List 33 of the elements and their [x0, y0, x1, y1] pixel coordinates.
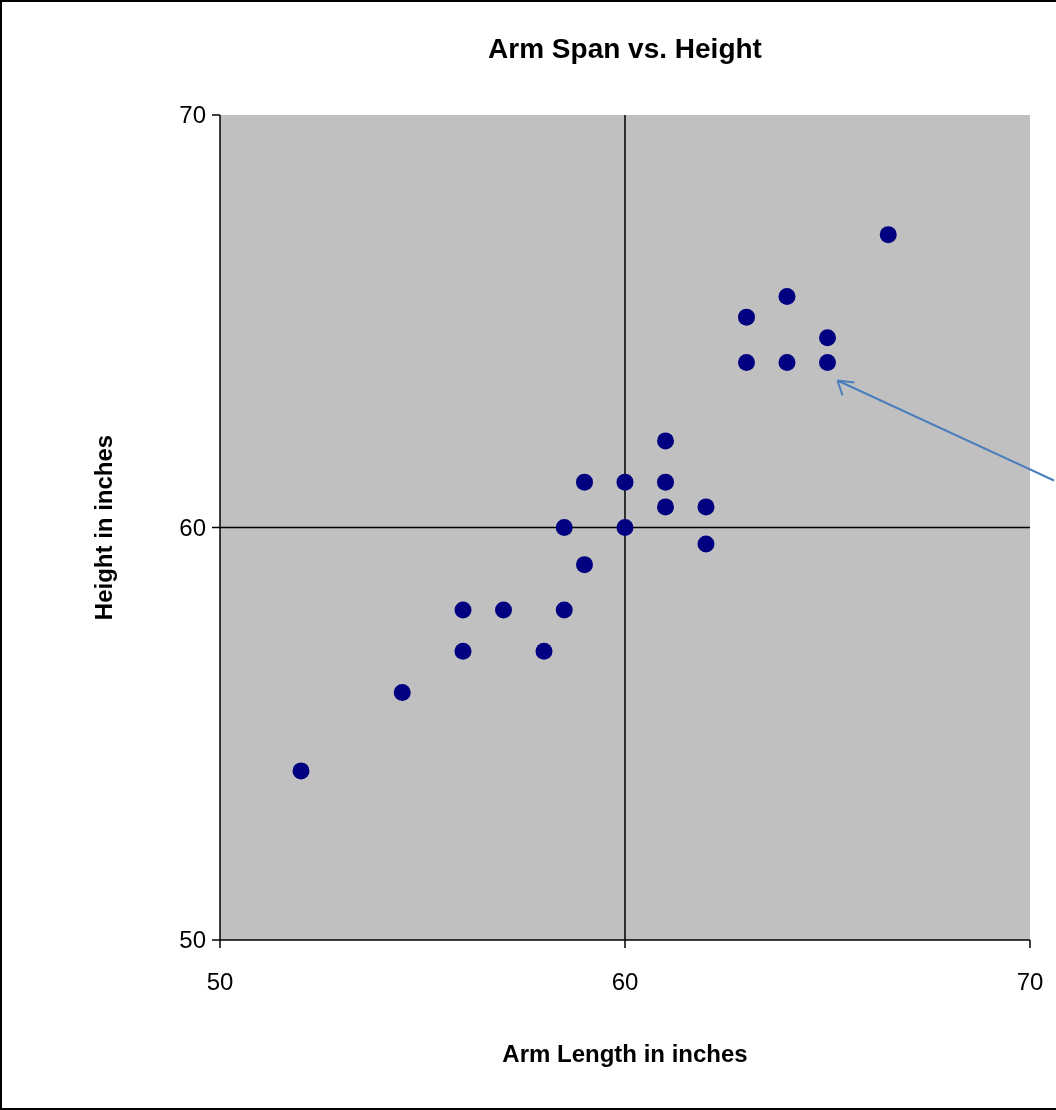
point [495, 601, 512, 619]
point [657, 473, 674, 491]
y-tick-label: 70 [179, 101, 206, 128]
y-tick-label: 60 [179, 513, 206, 541]
point [616, 473, 634, 491]
y-axis-title: Height in inches [90, 434, 117, 621]
point [576, 473, 593, 491]
point [555, 601, 573, 619]
chart-title: Arm Span vs. Height [488, 33, 762, 64]
x-axis-title: Arm Length in inches [502, 1040, 748, 1067]
point [697, 535, 715, 553]
y-tick-label: 50 [179, 926, 206, 953]
point [778, 354, 796, 371]
point [616, 519, 634, 536]
point [393, 684, 411, 701]
point [454, 601, 472, 619]
point [555, 519, 573, 536]
point [576, 556, 593, 574]
point [819, 329, 836, 347]
point [657, 498, 674, 516]
point [738, 354, 755, 371]
point [738, 308, 755, 326]
x-tick-label: 60 [611, 968, 639, 995]
x-tick-label: 70 [1016, 968, 1044, 995]
point [292, 762, 310, 780]
point [535, 642, 553, 660]
x-tick-label: 50 [206, 968, 234, 995]
point [454, 642, 472, 660]
point [879, 226, 897, 244]
point [657, 432, 674, 450]
point [778, 288, 796, 305]
point [697, 498, 715, 516]
point [819, 354, 836, 371]
